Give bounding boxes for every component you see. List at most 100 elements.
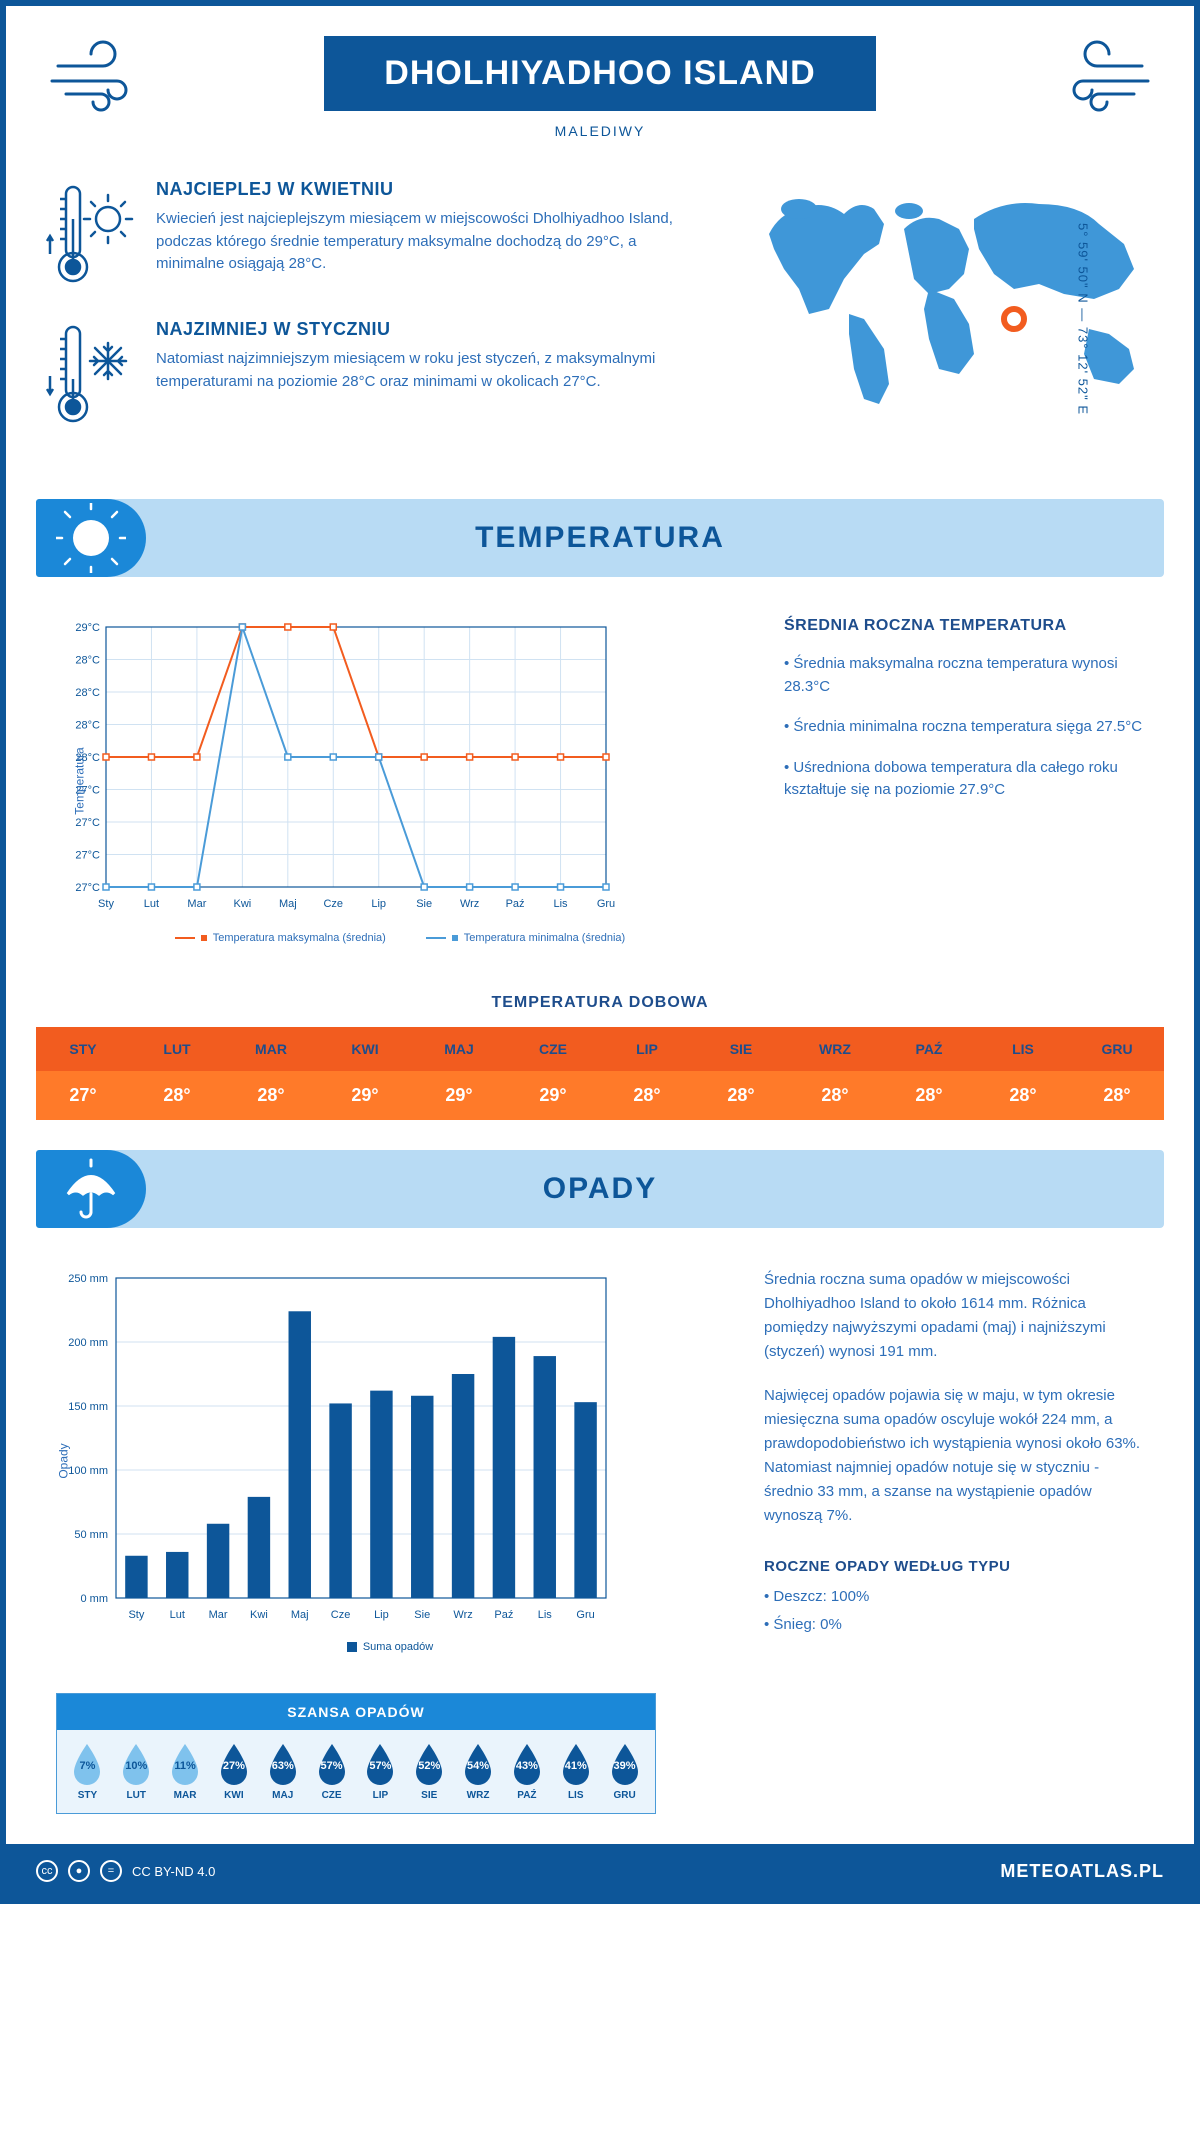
temperature-info: ŚREDNIA ROCZNA TEMPERATURA • Średnia mak… xyxy=(784,617,1144,944)
cold-block: NAJZIMNIEJ W STYCZNIU Natomiast najzimni… xyxy=(46,319,704,434)
temp-info-heading: ŚREDNIA ROCZNA TEMPERATURA xyxy=(784,617,1144,635)
svg-text:250 mm: 250 mm xyxy=(68,1273,108,1285)
temp-chart-legend: Temperatura maksymalna (średnia) Tempera… xyxy=(56,932,744,944)
svg-text:Kwi: Kwi xyxy=(233,898,251,910)
table-header: WRZ xyxy=(788,1027,882,1071)
table-cell: 28° xyxy=(600,1071,694,1120)
precip-title: OPADY xyxy=(36,1172,1164,1206)
table-header: GRU xyxy=(1070,1027,1164,1071)
table-header: PAŹ xyxy=(882,1027,976,1071)
svg-text:28°C: 28°C xyxy=(75,655,100,667)
drop-icon: 63% xyxy=(266,1742,300,1786)
intro-section: NAJCIEPLEJ W KWIETNIU Kwiecień jest najc… xyxy=(6,159,1194,489)
chance-cell: 39% GRU xyxy=(600,1742,649,1801)
svg-text:Paź: Paź xyxy=(494,1609,513,1621)
chance-cell: 57% CZE xyxy=(307,1742,356,1801)
temp-bullet: • Średnia minimalna roczna temperatura s… xyxy=(784,716,1144,739)
svg-text:50 mm: 50 mm xyxy=(74,1529,108,1541)
table-header: SIE xyxy=(694,1027,788,1071)
precip-type: • Śnieg: 0% xyxy=(764,1613,1144,1637)
svg-text:200 mm: 200 mm xyxy=(68,1337,108,1349)
drop-icon: 57% xyxy=(363,1742,397,1786)
chance-cell: 41% LIS xyxy=(551,1742,600,1801)
chance-panel: SZANSA OPADÓW 7% STY 10% LUT 11% MAR 27%… xyxy=(56,1693,656,1814)
table-header: LIS xyxy=(976,1027,1070,1071)
svg-text:150 mm: 150 mm xyxy=(68,1401,108,1413)
table-cell: 28° xyxy=(788,1071,882,1120)
page-subtitle: MALEDIWY xyxy=(46,123,1154,139)
table-cell: 29° xyxy=(318,1071,412,1120)
svg-text:Lis: Lis xyxy=(538,1609,553,1621)
precip-section-header: OPADY xyxy=(36,1150,1164,1228)
page-title: DHOLHIYADHOO ISLAND xyxy=(324,36,875,111)
hot-block: NAJCIEPLEJ W KWIETNIU Kwiecień jest najc… xyxy=(46,179,704,294)
svg-text:Mar: Mar xyxy=(209,1609,228,1621)
chance-cell: 10% LUT xyxy=(112,1742,161,1801)
table-cell: 28° xyxy=(224,1071,318,1120)
table-cell: 28° xyxy=(882,1071,976,1120)
svg-text:Sie: Sie xyxy=(416,898,432,910)
temp-bullet: • Średnia maksymalna roczna temperatura … xyxy=(784,653,1144,698)
chance-title: SZANSA OPADÓW xyxy=(57,1694,655,1730)
umbrella-icon xyxy=(36,1150,146,1228)
temperature-section-header: TEMPERATURA xyxy=(36,499,1164,577)
hot-text: Kwiecień jest najcieplejszym miesiącem w… xyxy=(156,208,704,276)
sun-icon xyxy=(36,499,146,577)
chance-cell: 43% PAŹ xyxy=(502,1742,551,1801)
chance-cell: 27% KWI xyxy=(209,1742,258,1801)
temperature-chart: Temperatura 27°C27°C27°C27°C28°C28°C28°C… xyxy=(56,617,744,944)
svg-text:Maj: Maj xyxy=(291,1609,309,1621)
svg-text:Cze: Cze xyxy=(331,1609,351,1621)
temp-bullet: • Uśredniona dobowa temperatura dla całe… xyxy=(784,757,1144,802)
chance-cell: 54% WRZ xyxy=(454,1742,503,1801)
svg-text:Lip: Lip xyxy=(371,898,386,910)
svg-text:28°C: 28°C xyxy=(75,720,100,732)
svg-text:28°C: 28°C xyxy=(75,687,100,699)
svg-text:Lut: Lut xyxy=(170,1609,185,1621)
drop-icon: 10% xyxy=(119,1742,153,1786)
cold-text: Natomiast najzimniejszym miesiącem w rok… xyxy=(156,348,704,393)
wind-icon xyxy=(1044,36,1154,121)
thermometer-hot-icon xyxy=(46,179,136,294)
table-header: MAR xyxy=(224,1027,318,1071)
svg-text:Gru: Gru xyxy=(597,898,615,910)
drop-icon: 43% xyxy=(510,1742,544,1786)
svg-text:Cze: Cze xyxy=(323,898,343,910)
svg-text:Mar: Mar xyxy=(187,898,206,910)
chance-cell: 63% MAJ xyxy=(258,1742,307,1801)
svg-text:Paź: Paź xyxy=(506,898,525,910)
table-header: KWI xyxy=(318,1027,412,1071)
hot-title: NAJCIEPLEJ W KWIETNIU xyxy=(156,179,704,200)
svg-text:29°C: 29°C xyxy=(75,622,100,634)
precip-types-heading: ROCZNE OPADY WEDŁUG TYPU xyxy=(764,1558,1144,1575)
daily-temp-title: TEMPERATURA DOBOWA xyxy=(6,994,1194,1012)
svg-text:Sty: Sty xyxy=(128,1609,144,1621)
wind-icon xyxy=(46,36,156,121)
svg-text:Kwi: Kwi xyxy=(250,1609,268,1621)
footer: cc ● = CC BY-ND 4.0 METEOATLAS.PL xyxy=(6,1844,1194,1898)
chance-cell: 7% STY xyxy=(63,1742,112,1801)
precip-legend: Suma opadów xyxy=(56,1641,724,1653)
cold-title: NAJZIMNIEJ W STYCZNIU xyxy=(156,319,704,340)
table-header: MAJ xyxy=(412,1027,506,1071)
drop-icon: 39% xyxy=(608,1742,642,1786)
header: DHOLHIYADHOO ISLAND MALEDIWY xyxy=(6,6,1194,159)
svg-text:Wrz: Wrz xyxy=(453,1609,472,1621)
chance-cell: 11% MAR xyxy=(161,1742,210,1801)
table-cell: 29° xyxy=(506,1071,600,1120)
coordinates: 5° 59' 50" N — 73° 12' 52" E xyxy=(1075,223,1090,415)
table-cell: 28° xyxy=(694,1071,788,1120)
world-map: 5° 59' 50" N — 73° 12' 52" E xyxy=(734,179,1154,459)
svg-text:Gru: Gru xyxy=(576,1609,594,1621)
table-header: CZE xyxy=(506,1027,600,1071)
svg-text:Sty: Sty xyxy=(98,898,114,910)
table-cell: 28° xyxy=(976,1071,1070,1120)
svg-text:0 mm: 0 mm xyxy=(81,1593,109,1605)
chance-cell: 57% LIP xyxy=(356,1742,405,1801)
svg-text:Sie: Sie xyxy=(414,1609,430,1621)
table-cell: 27° xyxy=(36,1071,130,1120)
svg-text:27°C: 27°C xyxy=(75,817,100,829)
svg-text:100 mm: 100 mm xyxy=(68,1465,108,1477)
precip-type: • Deszcz: 100% xyxy=(764,1585,1144,1609)
table-header: LUT xyxy=(130,1027,224,1071)
